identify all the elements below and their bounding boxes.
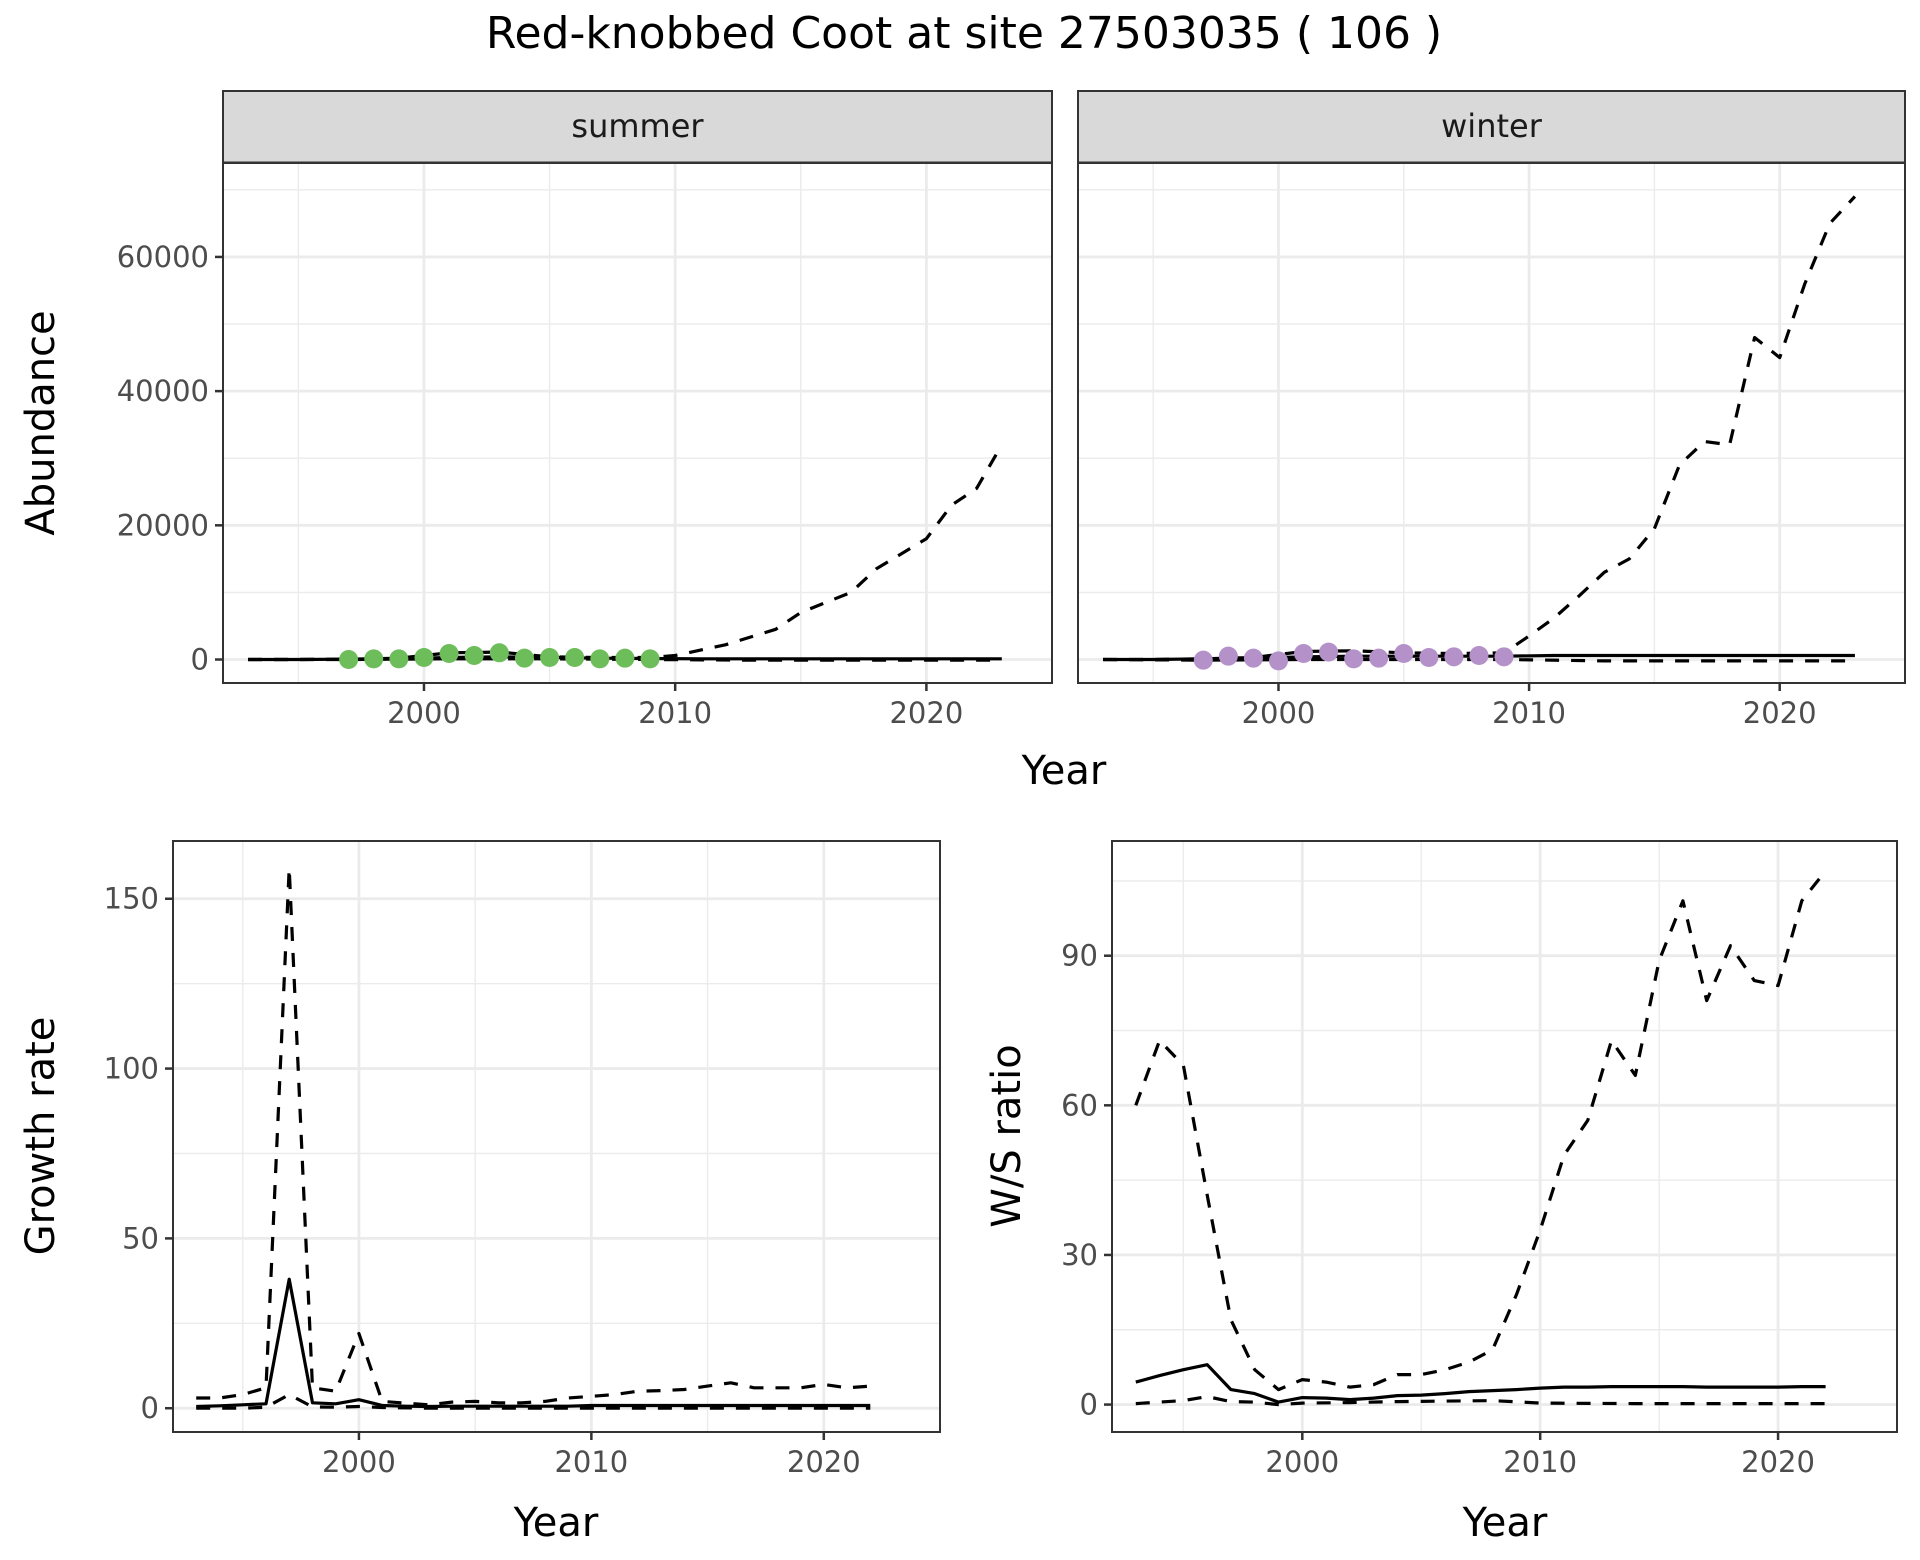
data-point — [439, 643, 459, 663]
data-layer — [196, 866, 871, 1410]
panel-border — [1111, 840, 1898, 1433]
y-axis-title-abundance: Abundance — [18, 310, 64, 535]
panel-background — [1078, 163, 1905, 683]
x-tick-label: 2010 — [1492, 696, 1566, 730]
y-axis-title-ws-ratio: W/S ratio — [984, 1044, 1030, 1227]
x-tick-label: 2000 — [322, 1445, 396, 1479]
x-tick-label: 2010 — [554, 1445, 628, 1479]
facet-strip-label-winter: winter — [1441, 107, 1543, 145]
series-line-lower — [196, 1393, 871, 1410]
series-line-upper — [1103, 195, 1857, 662]
series-line-lower — [1135, 1395, 1826, 1407]
data-point — [389, 649, 409, 669]
data-point — [540, 648, 560, 668]
x-tick-label: 2020 — [889, 696, 963, 730]
data-point — [1394, 643, 1414, 663]
data-point — [414, 648, 434, 668]
data-point — [364, 649, 384, 669]
series-line-estimate — [1135, 1363, 1826, 1404]
data-point — [1294, 643, 1314, 663]
data-point — [1444, 647, 1464, 667]
facet-strip-label-summer: summer — [571, 107, 704, 145]
facet-strip-winter — [1077, 90, 1906, 164]
data-layer — [1134, 869, 1827, 1407]
data-point — [1469, 645, 1489, 665]
x-tick-label: 2000 — [1242, 696, 1316, 730]
panel-background — [1112, 841, 1897, 1432]
y-tick-label: 0 — [141, 1391, 159, 1425]
series-line-upper — [1134, 869, 1827, 1392]
data-point — [1243, 648, 1263, 668]
ws-ratio-panel: 2000 2010 2020 0 30 60 90 — [1061, 840, 1898, 1479]
data-point — [615, 648, 635, 668]
x-axis-title-ws-ratio: Year — [1462, 1500, 1548, 1546]
x-tick-label: 2010 — [638, 696, 712, 730]
y-tick-label: 90 — [1061, 939, 1098, 973]
y-tick-label: 0 — [1080, 1388, 1098, 1422]
y-tick-label: 0 — [191, 643, 209, 677]
data-layer — [248, 443, 1004, 670]
data-point — [1218, 646, 1238, 666]
series-line-upper — [196, 866, 871, 1407]
x-tick-label: 2020 — [1743, 696, 1817, 730]
abundance-panel-summer: 2000 2010 2020 0 20000 40000 60000 — [117, 162, 1053, 730]
data-point — [514, 648, 534, 668]
x-tick-label: 2020 — [787, 1445, 861, 1479]
data-point — [640, 649, 660, 669]
data-point — [1344, 649, 1364, 669]
x-tick-label: 2000 — [1265, 1445, 1339, 1479]
y-tick-label: 100 — [104, 1052, 159, 1086]
data-point — [1494, 647, 1514, 667]
data-point — [339, 650, 359, 670]
data-point — [1268, 651, 1288, 671]
data-point — [590, 649, 610, 669]
data-point — [565, 648, 585, 668]
data-point — [489, 643, 509, 663]
y-axis-title-growth-rate: Growth rate — [18, 1017, 64, 1256]
y-tick-label: 150 — [104, 882, 159, 916]
panel-border — [172, 840, 941, 1433]
data-point — [1193, 650, 1213, 670]
y-tick-label: 60 — [1061, 1088, 1098, 1122]
x-tick-label: 2020 — [1741, 1445, 1815, 1479]
x-axis-title-abundance: Year — [1021, 748, 1107, 794]
x-axis-title-growth-rate: Year — [513, 1500, 599, 1546]
data-point — [1319, 642, 1339, 662]
y-tick-label: 50 — [122, 1221, 159, 1255]
series-line-estimate — [196, 1277, 871, 1409]
x-tick-label: 2010 — [1503, 1445, 1577, 1479]
growth-rate-panel: 2000 2010 2020 0 50 100 150 — [104, 840, 941, 1479]
data-layer — [1103, 195, 1857, 671]
data-point — [1419, 648, 1439, 668]
panel-border — [1077, 162, 1906, 684]
y-tick-label: 60000 — [117, 240, 209, 274]
series-line-upper — [248, 443, 1004, 662]
panel-border — [222, 162, 1053, 684]
panel-background — [223, 163, 1052, 683]
x-tick-label: 2000 — [387, 696, 461, 730]
y-tick-label: 20000 — [117, 508, 209, 542]
y-tick-label: 30 — [1061, 1238, 1098, 1272]
facet-strip-summer — [222, 90, 1053, 164]
y-tick-label: 40000 — [117, 374, 209, 408]
abundance-panel-winter: 2000 2010 2020 — [1077, 162, 1906, 730]
data-point — [1369, 648, 1389, 668]
data-point — [464, 645, 484, 665]
figure-title: Red-knobbed Coot at site 27503035 ( 106 … — [486, 8, 1442, 59]
